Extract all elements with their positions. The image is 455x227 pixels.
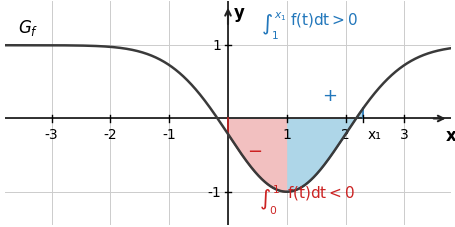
Text: 3: 3 bbox=[399, 128, 408, 142]
Text: x: x bbox=[445, 126, 455, 144]
Text: y: y bbox=[233, 5, 244, 22]
Text: 1: 1 bbox=[282, 128, 291, 142]
Text: 2: 2 bbox=[340, 128, 349, 142]
Text: $-$: $-$ bbox=[246, 141, 262, 159]
Text: $G_f$: $G_f$ bbox=[18, 18, 38, 38]
Text: -2: -2 bbox=[103, 128, 117, 142]
Text: -1: -1 bbox=[207, 185, 221, 199]
Text: $\mathrm{f(t)dt} < 0$: $\mathrm{f(t)dt} < 0$ bbox=[286, 183, 354, 201]
Text: $\mathrm{f(t)dt} > 0$: $\mathrm{f(t)dt} > 0$ bbox=[289, 11, 357, 29]
Text: $\int_1^{x_1}$: $\int_1^{x_1}$ bbox=[260, 11, 286, 42]
Text: x₁: x₁ bbox=[367, 128, 381, 142]
Text: $+$: $+$ bbox=[321, 87, 336, 105]
Text: 1: 1 bbox=[212, 39, 221, 53]
Text: -3: -3 bbox=[45, 128, 58, 142]
Text: -1: -1 bbox=[162, 128, 176, 142]
Text: $\int_0^1$: $\int_0^1$ bbox=[258, 183, 279, 216]
